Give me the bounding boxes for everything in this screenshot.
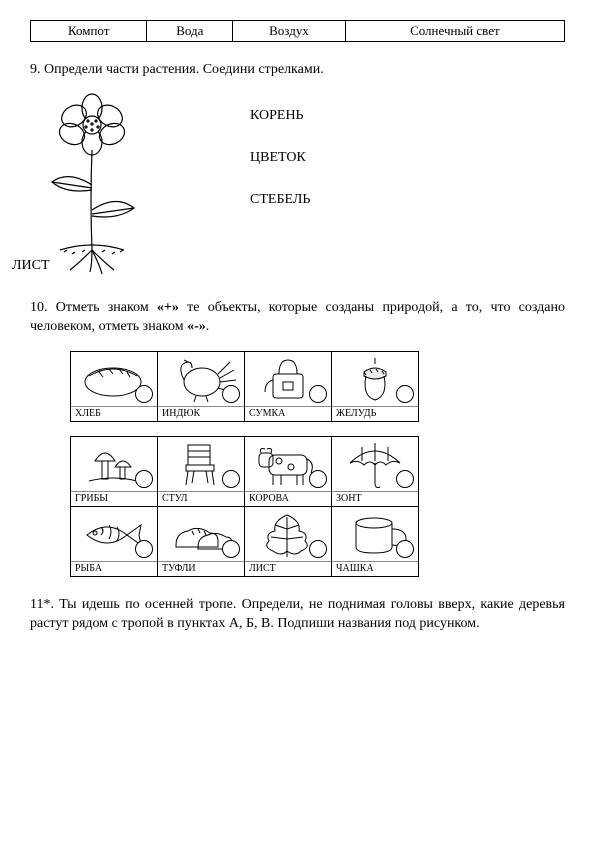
q10-a: 10. Отметь знаком: [30, 300, 157, 315]
cell-bread: ХЛЕБ: [71, 351, 158, 421]
mark-circle[interactable]: [309, 470, 327, 488]
cell-mushrooms: ГРИБЫ: [71, 436, 158, 506]
cell-label: СТУЛ: [158, 491, 244, 506]
header-cell: Вода: [147, 21, 233, 42]
mark-circle[interactable]: [222, 385, 240, 403]
cell-label: ГРИБЫ: [71, 491, 157, 506]
cell-label: ТУФЛИ: [158, 561, 244, 576]
mark-circle[interactable]: [135, 385, 153, 403]
header-table: Компот Вода Воздух Солнечный свет: [30, 20, 565, 42]
cell-shoes: ТУФЛИ: [158, 506, 245, 576]
q10-c: .: [206, 319, 210, 334]
mark-circle[interactable]: [309, 385, 327, 403]
cell-umbrella: ЗОНТ: [332, 436, 419, 506]
cell-label: КОРОВА: [245, 491, 331, 506]
cell-chair: СТУЛ: [158, 436, 245, 506]
cell-label: ЧАШКА: [332, 561, 418, 576]
label-flower: ЦВЕТОК: [250, 150, 310, 166]
cell-fish: РЫБА: [71, 506, 158, 576]
mark-circle[interactable]: [396, 540, 414, 558]
objects-row-2: ГРИБЫ СТУЛ: [70, 436, 419, 577]
header-cell: Компот: [31, 21, 147, 42]
mark-circle[interactable]: [222, 470, 240, 488]
cell-label: СУМКА: [245, 406, 331, 421]
q10-minus: «-»: [187, 319, 206, 334]
objects-row-1: ХЛЕБ ИНДЮК: [70, 351, 419, 422]
flower-section: ЛИСТ КОРЕНЬ ЦВЕТОК СТЕБЕЛЬ: [30, 90, 565, 280]
cell-cup: ЧАШКА: [332, 506, 419, 576]
plant-part-labels: КОРЕНЬ ЦВЕТОК СТЕБЕЛЬ: [250, 108, 310, 208]
question-9: 9. Определи части растения. Соедини стре…: [30, 60, 565, 80]
cell-bag: СУМКА: [245, 351, 332, 421]
cell-label: ИНДЮК: [158, 406, 244, 421]
cell-label: РЫБА: [71, 561, 157, 576]
cell-cow: КОРОВА: [245, 436, 332, 506]
mark-circle[interactable]: [135, 540, 153, 558]
leaf-label: ЛИСТ: [12, 258, 50, 274]
mark-circle[interactable]: [309, 540, 327, 558]
cell-label: ЖЕЛУДЬ: [332, 406, 418, 421]
header-cell: Солнечный свет: [345, 21, 564, 42]
cell-label: ЗОНТ: [332, 491, 418, 506]
cell-turkey: ИНДЮК: [158, 351, 245, 421]
mark-circle[interactable]: [396, 385, 414, 403]
flower-illustration: [30, 90, 170, 280]
mark-circle[interactable]: [135, 470, 153, 488]
label-stem: СТЕБЕЛЬ: [250, 192, 310, 208]
mark-circle[interactable]: [396, 470, 414, 488]
cell-leaf: ЛИСТ: [245, 506, 332, 576]
cell-label: ХЛЕБ: [71, 406, 157, 421]
q10-plus: «+»: [157, 300, 179, 315]
label-root: КОРЕНЬ: [250, 108, 310, 124]
mark-circle[interactable]: [222, 540, 240, 558]
question-11: 11*. Ты идешь по осенней тропе. Определи…: [30, 595, 565, 634]
cell-label: ЛИСТ: [245, 561, 331, 576]
question-10: 10. Отметь знаком «+» те объекты, которы…: [30, 298, 565, 337]
header-cell: Воздух: [233, 21, 346, 42]
cell-acorn: ЖЕЛУДЬ: [332, 351, 419, 421]
